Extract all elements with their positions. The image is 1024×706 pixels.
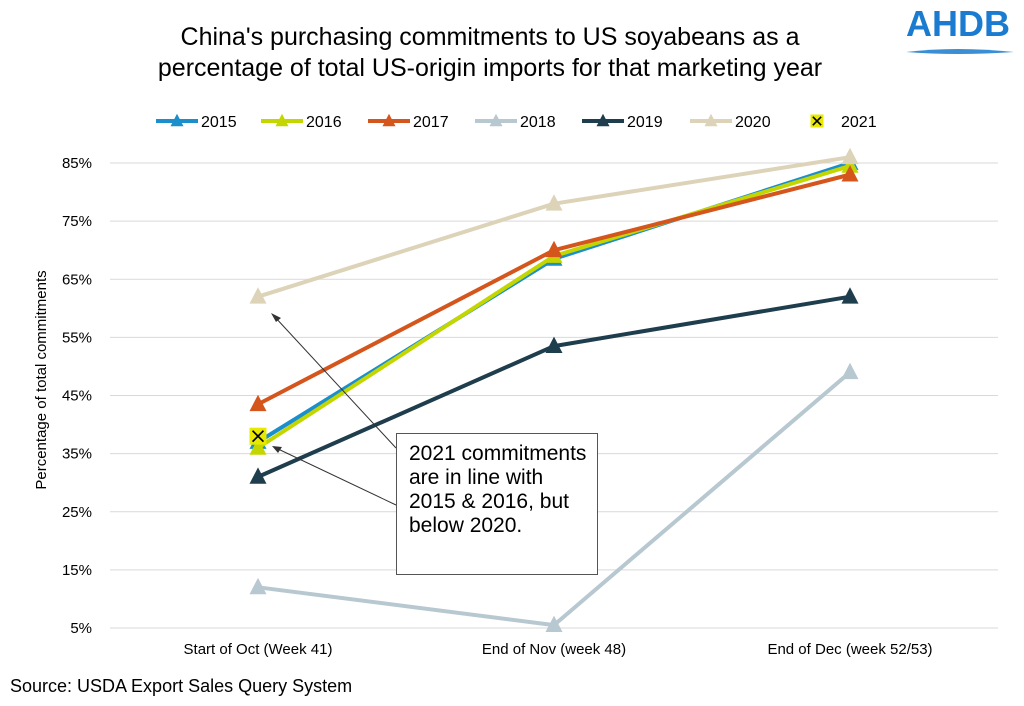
legend-label: 2018 [520,114,556,131]
legend-item-2015: 2015 [156,113,237,131]
y-tick-label: 35% [62,446,92,463]
legend-item-2019: 2019 [582,113,663,131]
legend-marker-2017 [382,113,396,127]
logo-text: AHDB [906,3,1010,44]
series-line-2020 [257,155,851,299]
legend: 2015 2016 2017 2018 2019 2020 2021 [156,113,877,131]
series-2020 [249,147,859,304]
chart-title: China's purchasing commitments to US soy… [60,22,920,84]
legend-label: 2019 [627,114,663,131]
series-2019 [249,287,859,484]
data-point-2019 [841,287,859,304]
legend-label: 2017 [413,114,449,131]
data-point-2019 [545,336,563,353]
legend-item-2020: 2020 [690,113,771,131]
source-note: Source: USDA Export Sales Query System [10,676,353,696]
callout-arrows [271,313,397,506]
data-point-2017 [841,165,859,182]
data-point-2017 [545,240,563,258]
legend-marker-2019 [596,113,610,127]
legend-item-2016: 2016 [261,113,342,131]
data-point-2017 [249,394,267,412]
y-tick-label: 55% [62,329,92,346]
title-line-2: percentage of total US-origin imports fo… [157,54,823,82]
y-tick-label: 65% [62,271,92,288]
legend-label: 2016 [306,114,342,131]
legend-item-2021: 2021 [810,114,877,131]
legend-label: 2015 [201,114,237,131]
y-tick-labels: 5% 15% 25% 35% 45% 55% 65% 75% 85% [62,155,92,637]
y-tick-label: 15% [62,562,92,579]
callout-annotation: 2021 commitments are in line with 2015 &… [396,433,598,575]
data-point-2020 [841,147,859,165]
series-2021 [249,427,267,445]
series-2018 [249,362,859,632]
data-point-2020 [249,287,267,304]
x-tick-label: End of Nov (week 48) [482,641,626,658]
series-lines [249,147,859,632]
legend-marker-2021 [810,114,824,128]
data-point-2018 [545,615,563,632]
series-2017 [249,165,859,412]
y-tick-label: 45% [62,388,92,405]
data-point-2019 [249,467,267,484]
y-tick-label: 75% [62,213,92,230]
legend-marker-2015 [170,113,184,127]
y-tick-label: 85% [62,155,92,172]
data-point-2016 [249,438,267,455]
legend-label: 2021 [841,114,877,131]
x-tick-label: End of Dec (week 52/53) [767,641,932,658]
y-tick-label: 25% [62,504,92,521]
legend-item-2018: 2018 [475,113,556,131]
legend-marker-2020 [704,113,718,127]
data-point-2018 [841,362,859,380]
legend-marker-2016 [275,113,289,127]
ahdb-logo: AHDB [906,3,1014,54]
data-point-2018 [249,577,267,595]
x-tick-label: Start of Oct (Week 41) [184,641,333,658]
x-tick-labels: Start of Oct (Week 41) End of Nov (week 4… [184,641,933,658]
data-point-2016 [841,156,859,173]
title-line-1: China's purchasing commitments to US soy… [180,23,800,51]
y-tick-label: 5% [70,620,92,637]
y-axis-title: Percentage of total commitments [33,270,50,489]
data-point-2020 [545,194,563,211]
data-point-2021 [249,427,267,445]
legend-item-2017: 2017 [368,113,449,131]
legend-label: 2020 [735,114,771,131]
legend-marker-2018 [489,113,503,127]
